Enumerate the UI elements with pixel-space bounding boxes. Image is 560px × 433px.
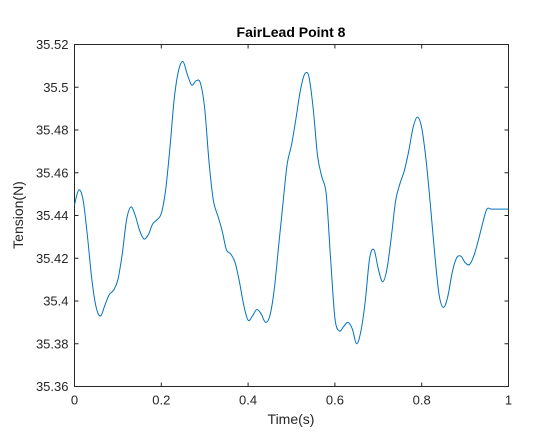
x-tick-label: 1: [505, 393, 512, 408]
y-tick-label: 35.38: [36, 336, 69, 351]
x-axis-label: Time(s): [268, 411, 315, 427]
plot-frame: [75, 45, 509, 387]
y-tick-label: 35.5: [43, 80, 68, 95]
x-tick-label: 0.2: [152, 393, 170, 408]
y-tick-label: 35.52: [36, 37, 69, 52]
y-tick-label: 35.4: [43, 294, 68, 309]
x-tick-label: 0.8: [413, 393, 431, 408]
y-tick-label: 35.48: [36, 123, 69, 138]
x-tick-label: 0.6: [326, 393, 344, 408]
plot-area: 0 0.2 0.4 0.6 0.8 1 35.36 35.38 35.4 35.42 35.44 3…: [36, 37, 512, 408]
y-tick-label: 35.44: [36, 208, 69, 223]
y-tick-label: 35.42: [36, 251, 69, 266]
y-tick-label: 35.36: [36, 379, 69, 394]
x-tick-label: 0.4: [239, 393, 257, 408]
chart-title: FairLead Point 8: [237, 24, 346, 40]
x-tick-label: 0: [71, 393, 78, 408]
y-tick-label: 35.46: [36, 165, 69, 180]
y-axis-label: Tension(N): [10, 181, 26, 249]
